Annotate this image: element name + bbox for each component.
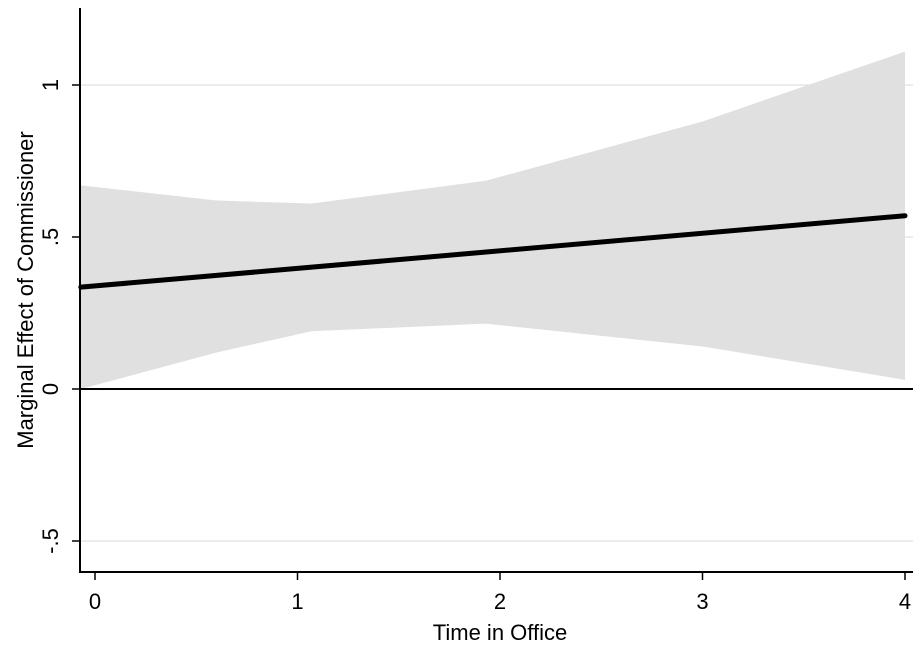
confidence-band — [80, 51, 905, 390]
marginal-effect-line — [78, 213, 908, 290]
y-tick-label-0: -.5 — [38, 528, 63, 554]
y-tick-label-2: .5 — [38, 228, 63, 246]
band-layer — [80, 51, 905, 390]
x-tick-label-4: 4 — [899, 589, 911, 614]
line-layer — [78, 213, 908, 290]
x-tick-label-2: 2 — [494, 589, 506, 614]
y-tick-label-3: 1 — [38, 79, 63, 91]
y-axis-title: Marginal Effect of Commissioner — [13, 131, 38, 449]
ticks-layer: 0 1 2 3 4 -.5 0 .5 1 — [38, 79, 911, 614]
y-tick-label-1: 0 — [38, 383, 63, 395]
x-tick-label-1: 1 — [291, 589, 303, 614]
axes-layer — [79, 8, 913, 573]
x-tick-label-0: 0 — [89, 589, 101, 614]
x-tick-label-3: 3 — [696, 589, 708, 614]
x-axis-title: Time in Office — [433, 620, 567, 645]
